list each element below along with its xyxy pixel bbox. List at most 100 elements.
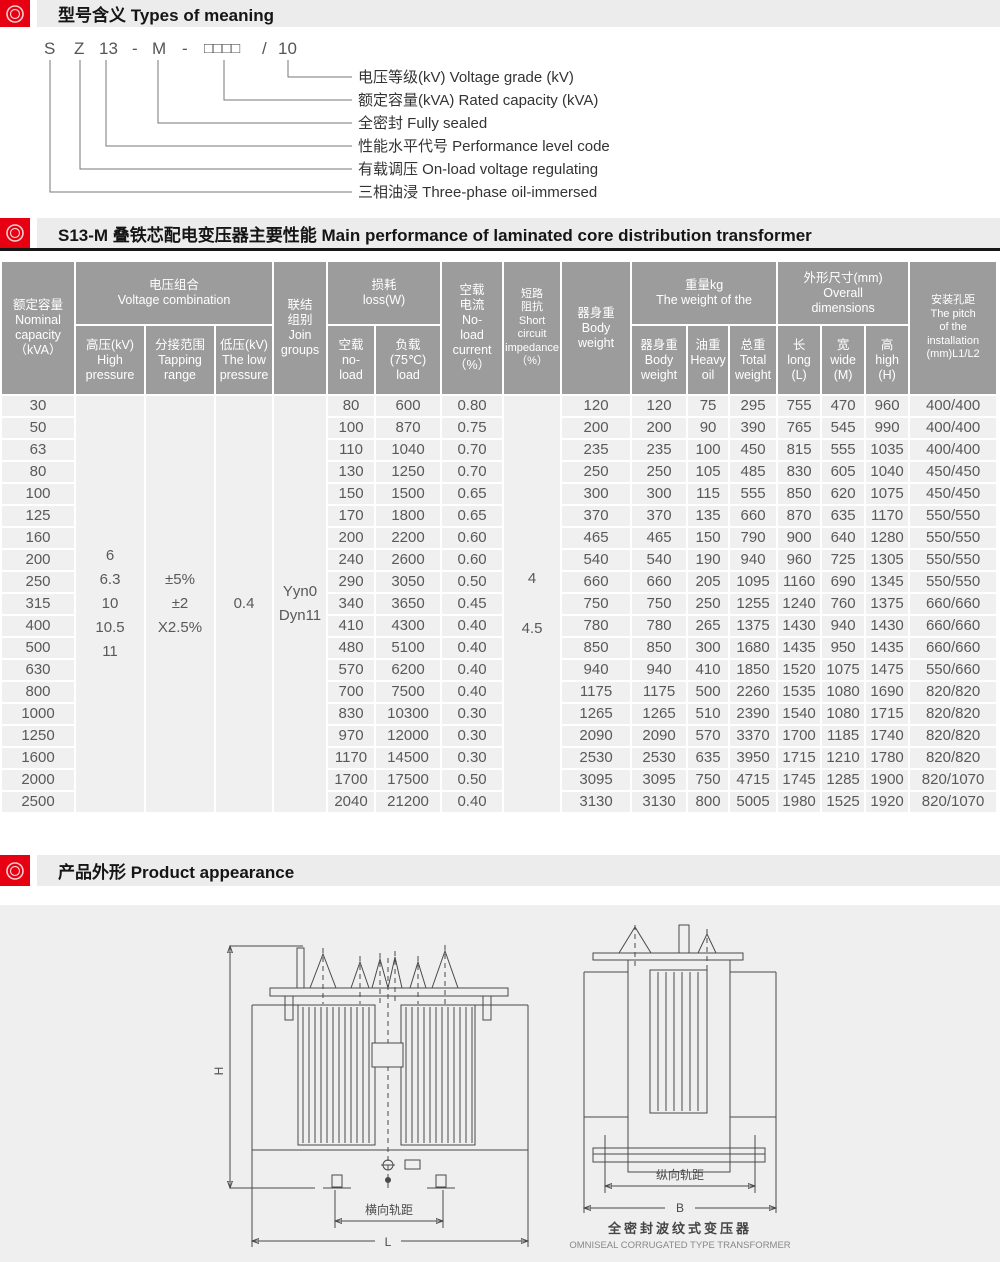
table-cell: 2500 bbox=[2, 792, 76, 814]
side-view-drawing: 纵向轨距 B bbox=[575, 924, 785, 1215]
table-cell: 21200 bbox=[376, 792, 443, 814]
table-cell: 235 bbox=[562, 440, 633, 462]
table-cell: 760 bbox=[822, 594, 867, 616]
section-title-bar: S13-M 叠铁芯配电变压器主要性能 Main performance of l… bbox=[37, 218, 1000, 248]
section-title: S13-M 叠铁芯配电变压器主要性能 Main performance of l… bbox=[58, 225, 812, 245]
table-cell: 205 bbox=[688, 572, 731, 594]
table-cell: 1255 bbox=[730, 594, 779, 616]
performance-table-body: 30 6 6.3 10 10.5 11 ±5% ±2 X2.5% 0.4 Yyn0 Dyn11 80 60… bbox=[2, 396, 999, 814]
table-cell: 75 bbox=[688, 396, 731, 418]
table-cell: 1740 bbox=[866, 726, 911, 748]
table-cell: 1265 bbox=[562, 704, 633, 726]
table-cell: 1715 bbox=[866, 704, 911, 726]
table-cell: 900 bbox=[778, 528, 823, 550]
table-cell: 820/820 bbox=[910, 748, 999, 770]
table-cell: 940 bbox=[632, 660, 689, 682]
table-cell: 200 bbox=[2, 550, 76, 572]
lv-voltage-merged: 0.4 bbox=[216, 396, 275, 814]
table-cell: 660 bbox=[562, 572, 633, 594]
section-title: 型号含义 Types of meaning bbox=[58, 6, 274, 25]
brand-rings-icon bbox=[0, 0, 30, 27]
table-cell: 1305 bbox=[866, 550, 911, 572]
code-part: / bbox=[262, 39, 267, 58]
table-cell: 660/660 bbox=[910, 616, 999, 638]
table-cell: 1185 bbox=[822, 726, 867, 748]
table-cell: 3050 bbox=[376, 572, 443, 594]
table-cell: 510 bbox=[688, 704, 731, 726]
code-part: S bbox=[44, 39, 55, 58]
table-cell: 120 bbox=[562, 396, 633, 418]
header-row-subcolumns: 高压(kV) High pressure 分接范围 Tapping range … bbox=[2, 326, 998, 396]
table-cell: 3095 bbox=[562, 770, 633, 792]
table-cell: 750 bbox=[562, 594, 633, 616]
table-cell: 500 bbox=[2, 638, 76, 660]
col-tapping: 分接范围 Tapping range bbox=[146, 326, 216, 396]
col-pitch: 安装孔距 The pitch of the installation (mm)L… bbox=[910, 262, 999, 396]
table-cell: 820/820 bbox=[910, 682, 999, 704]
table-cell: 80 bbox=[2, 462, 76, 484]
table-cell: 450/450 bbox=[910, 484, 999, 506]
table-cell: 870 bbox=[376, 418, 443, 440]
col-weight-body: 器身重 Body weight bbox=[632, 326, 689, 396]
table-cell: 545 bbox=[822, 418, 867, 440]
divider-rule bbox=[0, 248, 1000, 251]
table-cell: 235 bbox=[632, 440, 689, 462]
dim-b-label: B bbox=[676, 1201, 684, 1215]
table-cell: 0.70 bbox=[442, 440, 505, 462]
table-cell: 4715 bbox=[730, 770, 779, 792]
table-cell: 1210 bbox=[822, 748, 867, 770]
code-label: 性能水平代号 Performance level code bbox=[358, 138, 610, 155]
table-cell: 1285 bbox=[822, 770, 867, 792]
table-cell: 820/1070 bbox=[910, 792, 999, 814]
dim-rail-gauge: 纵向轨距 bbox=[605, 1135, 755, 1193]
table-cell: 780 bbox=[632, 616, 689, 638]
table-cell: 6200 bbox=[376, 660, 443, 682]
col-weight-oil: 油重 Heavy oil bbox=[688, 326, 731, 396]
table-cell: 790 bbox=[730, 528, 779, 550]
table-cell: 1700 bbox=[778, 726, 823, 748]
table-cell: 480 bbox=[328, 638, 377, 660]
table-row: 200 240 2600 0.60 540 540 190 940 960 725 1305 550/… bbox=[2, 550, 999, 572]
corrugated-fins bbox=[649, 969, 708, 1114]
table-cell: 265 bbox=[688, 616, 731, 638]
table-cell: 0.40 bbox=[442, 792, 505, 814]
section-title-bar: 型号含义 Types of meaning bbox=[37, 0, 1000, 27]
bushings bbox=[618, 925, 717, 970]
table-cell: 63 bbox=[2, 440, 76, 462]
table-cell: 970 bbox=[328, 726, 377, 748]
connector-line bbox=[49, 60, 352, 193]
table-cell: 450/450 bbox=[910, 462, 999, 484]
tapping-range-merged: ±5% ±2 X2.5% bbox=[146, 396, 216, 814]
code-label: 全密封 Fully sealed bbox=[358, 114, 487, 132]
table-cell: 0.40 bbox=[442, 638, 505, 660]
table-cell: 820/1070 bbox=[910, 770, 999, 792]
table-cell: 1745 bbox=[778, 770, 823, 792]
table-cell: 660/660 bbox=[910, 594, 999, 616]
table-cell: 2260 bbox=[730, 682, 779, 704]
table-cell: 190 bbox=[688, 550, 731, 572]
dim-l-label: L bbox=[385, 1235, 392, 1249]
table-cell: 1430 bbox=[866, 616, 911, 638]
table-cell: 540 bbox=[562, 550, 633, 572]
table-cell: 940 bbox=[730, 550, 779, 572]
table-row: 63 110 1040 0.70 235 235 100 450 815 555 1035 400/4… bbox=[2, 440, 999, 462]
table-cell: 1035 bbox=[866, 440, 911, 462]
table-cell: 110 bbox=[328, 440, 377, 462]
table-cell: 1980 bbox=[778, 792, 823, 814]
dim-l: L bbox=[252, 1150, 528, 1249]
table-cell: 830 bbox=[328, 704, 377, 726]
table-cell: 0.40 bbox=[442, 660, 505, 682]
code-label: 电压等级(kV) Voltage grade (kV) bbox=[358, 68, 574, 86]
connector-line bbox=[223, 60, 352, 101]
table-row: 400 410 4300 0.40 780 780 265 1375 1430 940 1430 66… bbox=[2, 616, 999, 638]
table-cell: 200 bbox=[632, 418, 689, 440]
table-cell: 2040 bbox=[328, 792, 377, 814]
transformer-front-view bbox=[251, 945, 529, 1190]
col-impedance: 短路 阻抗 Short circuit impedance （%） bbox=[504, 262, 563, 396]
table-cell: 820/820 bbox=[910, 726, 999, 748]
table-row: 800 700 7500 0.40 1175 1175 500 2260 1535 1080 169… bbox=[2, 682, 999, 704]
table-cell: 90 bbox=[688, 418, 731, 440]
table-cell: 0.50 bbox=[442, 572, 505, 594]
table-row: 250 290 3050 0.50 660 660 205 1095 1160 690 1345 55… bbox=[2, 572, 999, 594]
